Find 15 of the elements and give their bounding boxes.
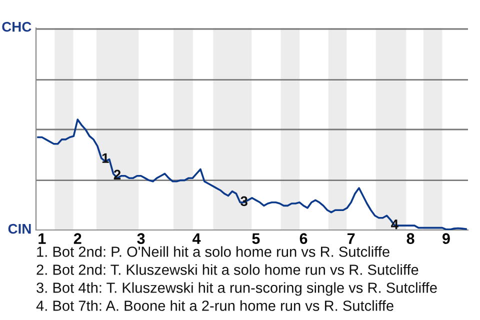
text: 3. Bot 4th: T. Kluszewski hit a run-scoring single vs R. Sutcliffe [36, 282, 437, 296]
text: CHC [2, 22, 32, 32]
x-tick-label: 7 [347, 233, 355, 244]
text: CIN [8, 224, 31, 234]
x-tick-label: 5 [252, 233, 260, 244]
x-tick-label: 6 [300, 233, 308, 244]
text: 1. Bot 2nd: P. O'Neill hit a solo home run vs R. Sutcliffe [37, 246, 390, 257]
x-tick-label: 9 [442, 233, 450, 244]
x-tick-label: 8 [406, 233, 414, 244]
x-tick-label: 2 [74, 233, 82, 244]
x-tick-label: 1 [38, 233, 46, 244]
x-tick-label: 4 [192, 233, 201, 244]
x-tick-label: 3 [137, 233, 145, 244]
text: 4. Bot 7th: A. Boone hit a 2-run home run vs R. Sutcliffe [36, 300, 394, 311]
text: 2. Bot 2nd: T. Kluszewski hit a solo home run vs R. Sutcliffe [36, 264, 418, 275]
